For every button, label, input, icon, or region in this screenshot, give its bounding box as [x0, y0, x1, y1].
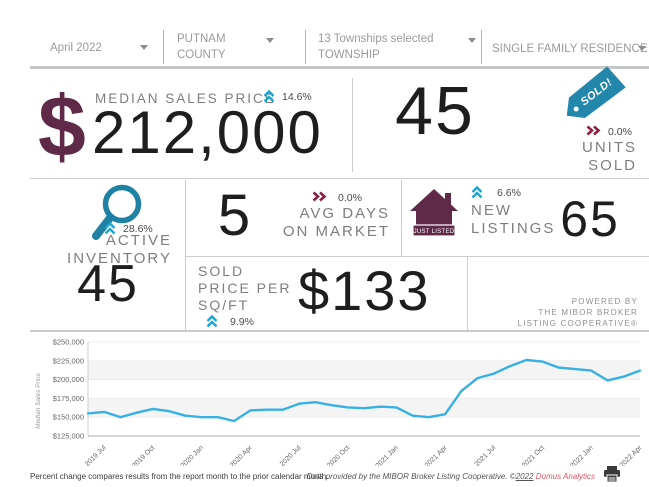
- footer-note: Percent change compares results from the…: [30, 472, 329, 481]
- filter-property-type-value: SINGLE FAMILY RESIDENCE: [492, 43, 648, 55]
- chevron-down-icon: [140, 45, 148, 50]
- double-chevron-up-icon: [206, 315, 218, 328]
- tag-hole: [573, 106, 580, 113]
- svg-text:2021 Oct: 2021 Oct: [521, 444, 546, 466]
- filter-divider: [305, 30, 306, 64]
- svg-text:2020 Jan: 2020 Jan: [180, 444, 205, 466]
- svg-text:2020 Jul: 2020 Jul: [279, 444, 303, 466]
- svg-text:$200,000: $200,000: [53, 375, 84, 384]
- filter-township[interactable]: 13 Townships selected TOWNSHIP: [318, 31, 434, 63]
- active-inventory-change: 28.6%: [123, 223, 153, 235]
- filter-township-value: 13 Townships selected: [318, 33, 434, 45]
- units-sold-value: 45: [395, 73, 475, 149]
- cell-divider: [185, 180, 186, 330]
- printer-icon[interactable]: [603, 466, 621, 483]
- median-sales-price-label: MEDIAN SALES PRICE: [95, 91, 276, 106]
- card-top-border: [30, 66, 649, 69]
- filter-county[interactable]: PUTNAM COUNTY: [177, 31, 226, 63]
- sold-tag-text: SOLD!: [578, 76, 615, 109]
- chevron-down-icon: [468, 38, 476, 43]
- median-sales-price-value: 212,000: [92, 99, 323, 166]
- powered-by-text: POWERED BY THE MIBOR BROKER LISTING COOP…: [517, 297, 638, 328]
- svg-text:2021 Jan: 2021 Jan: [375, 444, 400, 466]
- new-listings-value: 65: [560, 191, 620, 247]
- sold-price-sqft-value: $133: [298, 259, 431, 322]
- sold-price-sqft-change: 9.9%: [230, 316, 254, 328]
- footer-credits: Data provided by the MIBOR Broker Listin…: [307, 472, 595, 481]
- row-divider: [185, 256, 649, 257]
- filter-county-label: COUNTY: [177, 49, 226, 61]
- svg-text:2022 Jan: 2022 Jan: [569, 444, 594, 466]
- cell-divider: [467, 256, 468, 330]
- svg-text:$150,000: $150,000: [53, 413, 84, 422]
- chevron-down-icon: [266, 38, 274, 43]
- svg-text:$175,000: $175,000: [53, 394, 84, 403]
- filter-township-label: TOWNSHIP: [318, 49, 380, 61]
- units-sold-change: 0.0%: [608, 126, 632, 138]
- double-chevron-up-icon: [471, 186, 483, 199]
- row-divider: [30, 330, 649, 332]
- svg-text:JUST LISTED: JUST LISTED: [414, 229, 455, 235]
- filter-divider: [163, 30, 164, 64]
- filter-divider: [481, 30, 482, 64]
- cell-divider: [401, 180, 402, 256]
- svg-text:Median Sales Price: Median Sales Price: [35, 373, 42, 429]
- svg-text:$250,000: $250,000: [53, 338, 84, 347]
- dollar-sign-icon: $: [38, 79, 86, 175]
- avg-days-value: 5: [217, 183, 253, 248]
- active-inventory-label: ACTIVE INVENTORY: [67, 232, 172, 267]
- svg-text:2019 Jul: 2019 Jul: [84, 444, 108, 466]
- svg-text:2021 Jul: 2021 Jul: [474, 444, 498, 466]
- new-listings-change: 6.6%: [497, 187, 521, 199]
- house-just-listed-icon: JUST LISTED: [410, 189, 458, 237]
- chevron-down-icon: [638, 46, 646, 51]
- avg-days-label: AVG DAYS ON MARKET: [282, 205, 390, 240]
- sold-price-tag-icon: SOLD!: [558, 65, 626, 126]
- svg-text:2019 Oct: 2019 Oct: [131, 444, 156, 466]
- units-sold-label: UNITS SOLD: [582, 139, 637, 174]
- svg-text:2020 Apr: 2020 Apr: [229, 444, 254, 466]
- filter-county-value: PUTNAM: [177, 33, 226, 45]
- svg-text:$225,000: $225,000: [53, 356, 84, 365]
- new-listings-label: NEW LISTINGS: [471, 202, 556, 237]
- filter-property-type[interactable]: SINGLE FAMILY RESIDENCE: [492, 41, 648, 57]
- cell-divider: [352, 78, 353, 172]
- median-sales-price-trend-chart: $125,000 $150,000 $175,000 $200,000 $225,000…: [35, 338, 644, 467]
- double-chevron-right-icon: [312, 191, 327, 202]
- filter-report-month[interactable]: April 2022: [50, 40, 102, 56]
- median-sales-price-change: 14.6%: [282, 91, 312, 103]
- domus-analytics-link[interactable]: Domus Analytics: [533, 472, 595, 481]
- svg-text:2021 Apr: 2021 Apr: [424, 444, 449, 466]
- double-chevron-right-icon: [586, 125, 601, 136]
- avg-days-change: 0.0%: [338, 192, 362, 204]
- svg-text:2022 Apr: 2022 Apr: [619, 444, 644, 466]
- filter-report-month-label: April 2022: [50, 42, 102, 54]
- sold-price-sqft-label: SOLD PRICE PER SQ/FT: [198, 263, 292, 313]
- double-chevron-up-icon: [263, 90, 275, 103]
- row-divider: [30, 178, 649, 179]
- magnifier-icon: [92, 184, 142, 240]
- active-inventory-value: 45: [77, 255, 139, 313]
- svg-text:2020 Oct: 2020 Oct: [326, 444, 351, 466]
- svg-text:$125,000: $125,000: [53, 432, 84, 441]
- double-chevron-up-icon: [104, 222, 116, 235]
- copyright-year-link[interactable]: 2022: [515, 472, 534, 481]
- data-provided-text: Data provided by the MIBOR Broker Listin…: [306, 472, 516, 481]
